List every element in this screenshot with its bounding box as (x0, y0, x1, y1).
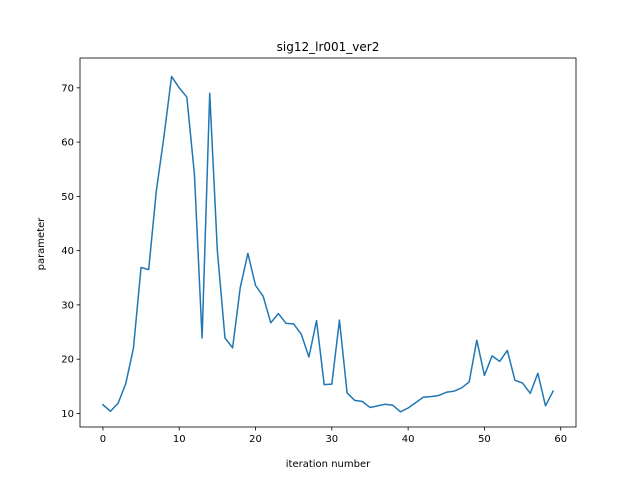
y-axis-label: parameter (36, 217, 47, 271)
y-tick-label: 60 (61, 138, 74, 149)
x-axis-label: iteration number (286, 459, 371, 470)
x-tick-label: 60 (554, 434, 567, 445)
x-tick-label: 20 (249, 434, 262, 445)
y-tick-label: 20 (61, 355, 74, 366)
x-tick-label: 0 (100, 434, 106, 445)
x-tick-label: 30 (325, 434, 338, 445)
y-tick-label: 70 (61, 83, 74, 94)
y-tick-label: 10 (61, 409, 74, 420)
y-tick-label: 30 (61, 300, 74, 311)
series-line-0 (101, 75, 555, 413)
axes-frame (79, 57, 577, 428)
x-tick-label: 40 (402, 434, 415, 445)
chart-title: sig12_lr001_ver2 (277, 40, 380, 54)
x-tick-label: 10 (173, 434, 186, 445)
y-tick-label: 50 (61, 192, 74, 203)
x-tick-label: 50 (478, 434, 491, 445)
plot-area: 0 10 20 30 40 50 60 10 20 30 40 50 60 70 (61, 57, 577, 445)
y-tick-label: 40 (61, 246, 74, 257)
